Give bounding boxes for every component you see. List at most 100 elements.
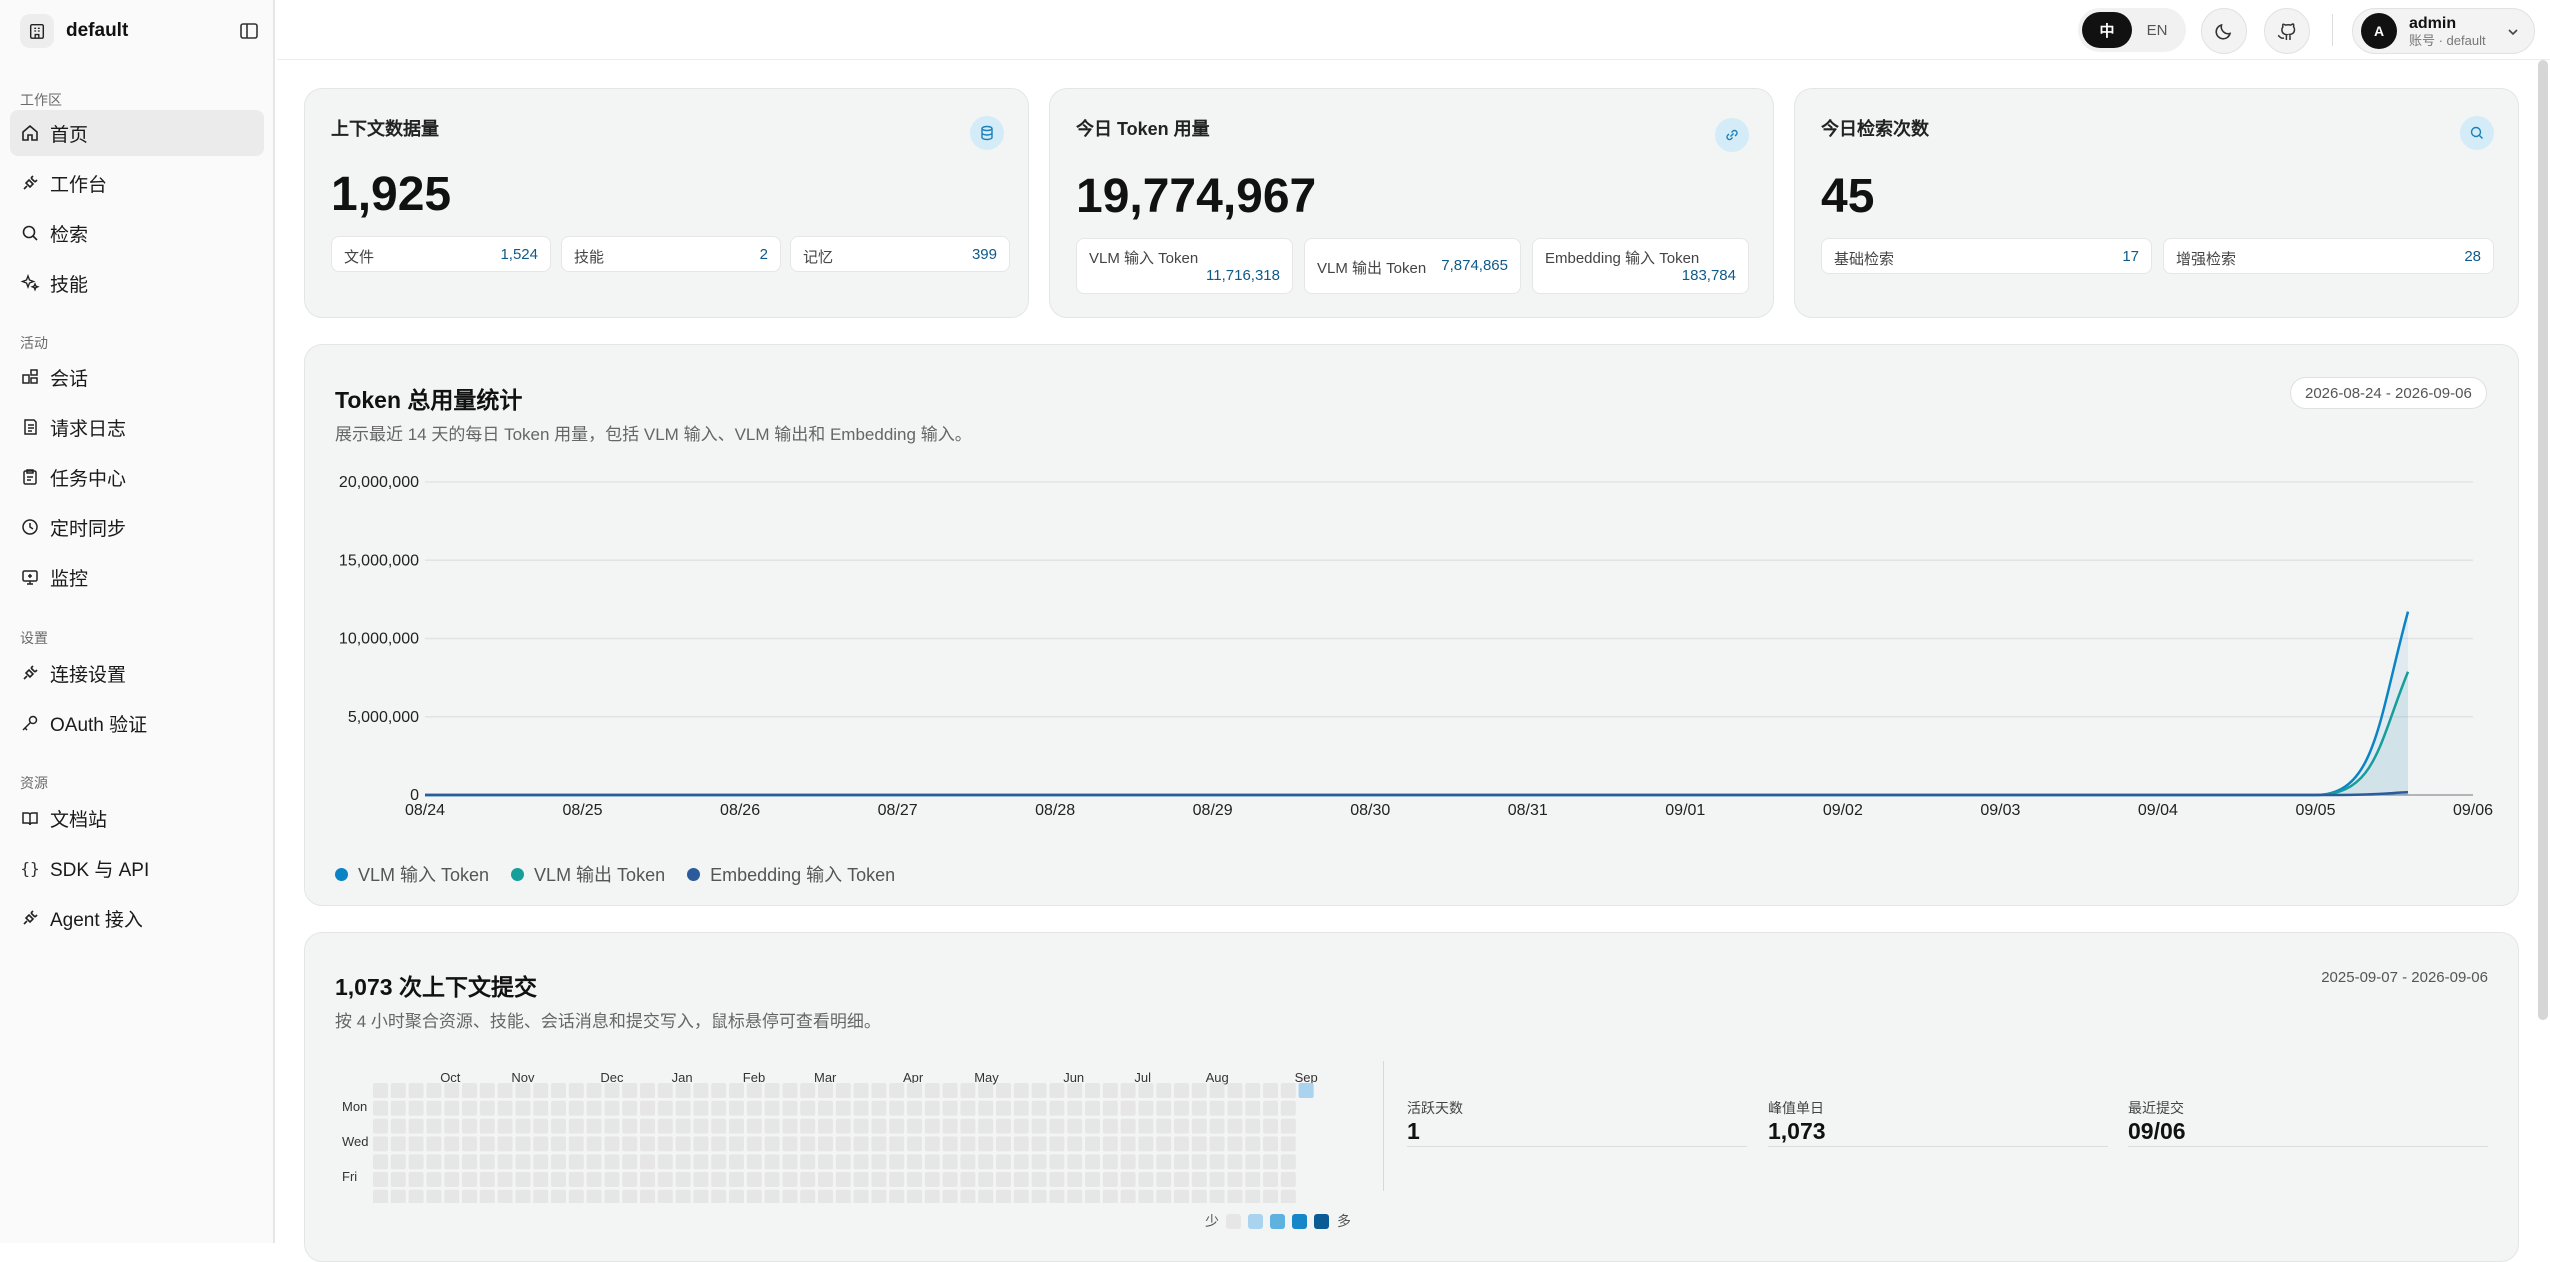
heatmap-cell[interactable]: [462, 1119, 477, 1134]
heatmap-cell[interactable]: [658, 1083, 673, 1098]
heatmap-cell[interactable]: [1227, 1101, 1242, 1116]
heatmap-cell[interactable]: [747, 1101, 762, 1116]
heatmap-cell[interactable]: [1281, 1119, 1296, 1134]
heatmap-cell[interactable]: [729, 1083, 744, 1098]
heatmap-cell[interactable]: [1192, 1154, 1207, 1169]
heatmap-cell[interactable]: [373, 1119, 388, 1134]
heatmap-cell[interactable]: [1049, 1101, 1064, 1116]
heatmap-cell[interactable]: [1210, 1154, 1225, 1169]
heatmap-cell[interactable]: [711, 1083, 726, 1098]
heatmap-cell[interactable]: [462, 1101, 477, 1116]
heatmap-cell[interactable]: [782, 1119, 797, 1134]
sidebar-item-home[interactable]: 首页: [10, 110, 264, 156]
heatmap-cell[interactable]: [729, 1136, 744, 1151]
heatmap-cell[interactable]: [907, 1119, 922, 1134]
sidebar-item-request-log[interactable]: 请求日志: [10, 404, 264, 450]
heatmap-cell[interactable]: [498, 1136, 513, 1151]
heatmap-cell[interactable]: [1032, 1190, 1047, 1203]
heatmap-cell[interactable]: [1014, 1190, 1029, 1203]
heatmap-cell[interactable]: [1138, 1190, 1153, 1203]
heatmap-cell[interactable]: [1032, 1101, 1047, 1116]
heatmap-cell[interactable]: [693, 1172, 708, 1187]
heatmap-cell[interactable]: [587, 1101, 602, 1116]
heatmap-cell[interactable]: [1085, 1154, 1100, 1169]
heatmap-cell[interactable]: [391, 1101, 406, 1116]
heatmap-cell[interactable]: [978, 1190, 993, 1203]
heatmap-cell[interactable]: [1210, 1083, 1225, 1098]
heatmap-cell[interactable]: [1121, 1190, 1136, 1203]
heatmap-cell[interactable]: [533, 1083, 548, 1098]
heatmap-cell[interactable]: [604, 1190, 619, 1203]
heatmap-cell[interactable]: [925, 1101, 940, 1116]
heatmap-cell[interactable]: [373, 1101, 388, 1116]
heatmap-cell[interactable]: [426, 1101, 441, 1116]
heatmap-cell[interactable]: [462, 1083, 477, 1098]
heatmap-cell[interactable]: [1138, 1083, 1153, 1098]
heatmap-cell[interactable]: [533, 1154, 548, 1169]
heatmap-cell[interactable]: [409, 1136, 424, 1151]
heatmap-cell[interactable]: [871, 1119, 886, 1134]
heatmap-cell[interactable]: [800, 1172, 815, 1187]
heatmap-cell[interactable]: [693, 1154, 708, 1169]
heatmap-cell[interactable]: [1174, 1136, 1189, 1151]
heatmap-cell[interactable]: [1067, 1172, 1082, 1187]
heatmap-cell[interactable]: [960, 1154, 975, 1169]
heatmap-cell[interactable]: [676, 1101, 691, 1116]
heatmap-cell[interactable]: [978, 1119, 993, 1134]
heatmap-cell[interactable]: [889, 1172, 904, 1187]
heatmap-cell[interactable]: [676, 1154, 691, 1169]
heatmap-cell[interactable]: [569, 1154, 584, 1169]
heatmap-cell[interactable]: [907, 1136, 922, 1151]
heatmap-cell[interactable]: [996, 1083, 1011, 1098]
heatmap-cell[interactable]: [498, 1119, 513, 1134]
heatmap-cell[interactable]: [551, 1101, 566, 1116]
heatmap-cell[interactable]: [1067, 1190, 1082, 1203]
heatmap-cell[interactable]: [996, 1136, 1011, 1151]
heatmap-cell[interactable]: [426, 1172, 441, 1187]
heatmap-cell[interactable]: [622, 1154, 637, 1169]
heatmap-cell[interactable]: [729, 1154, 744, 1169]
heatmap-cell[interactable]: [818, 1083, 833, 1098]
heatmap-cell[interactable]: [1156, 1190, 1171, 1203]
heatmap-cell[interactable]: [1210, 1101, 1225, 1116]
heatmap-cell[interactable]: [587, 1154, 602, 1169]
heatmap-cell[interactable]: [854, 1154, 869, 1169]
heatmap-cell[interactable]: [765, 1154, 780, 1169]
heatmap-cell[interactable]: [640, 1172, 655, 1187]
heatmap-cell[interactable]: [1281, 1083, 1296, 1098]
sidebar-item-skills[interactable]: 技能: [10, 260, 264, 306]
heatmap-cell[interactable]: [782, 1136, 797, 1151]
heatmap-cell[interactable]: [658, 1190, 673, 1203]
heatmap-cell[interactable]: [640, 1101, 655, 1116]
heatmap-cell[interactable]: [551, 1136, 566, 1151]
heatmap-cell[interactable]: [1085, 1136, 1100, 1151]
heatmap-cell[interactable]: [533, 1190, 548, 1203]
heatmap-cell[interactable]: [426, 1154, 441, 1169]
heatmap-cell[interactable]: [498, 1083, 513, 1098]
heatmap-cell[interactable]: [818, 1101, 833, 1116]
heatmap-cell[interactable]: [426, 1119, 441, 1134]
heatmap-cell[interactable]: [569, 1083, 584, 1098]
sidebar-item-connection-settings[interactable]: 连接设置: [10, 650, 264, 696]
heatmap-cell[interactable]: [1245, 1190, 1260, 1203]
heatmap-cell[interactable]: [765, 1119, 780, 1134]
heatmap-cell[interactable]: [889, 1101, 904, 1116]
heatmap-cell[interactable]: [1067, 1154, 1082, 1169]
heatmap-cell[interactable]: [409, 1172, 424, 1187]
heatmap-cell[interactable]: [871, 1101, 886, 1116]
heatmap-cell[interactable]: [444, 1119, 459, 1134]
heatmap-cell[interactable]: [765, 1136, 780, 1151]
heatmap-cell[interactable]: [907, 1190, 922, 1203]
heatmap-cell[interactable]: [622, 1172, 637, 1187]
heatmap-cell[interactable]: [1014, 1083, 1029, 1098]
heatmap-cell[interactable]: [444, 1101, 459, 1116]
heatmap-cell[interactable]: [426, 1136, 441, 1151]
heatmap-cell[interactable]: [515, 1083, 530, 1098]
heatmap-cell[interactable]: [391, 1172, 406, 1187]
heatmap-cell[interactable]: [676, 1190, 691, 1203]
heatmap-cell[interactable]: [889, 1154, 904, 1169]
heatmap-cell[interactable]: [800, 1154, 815, 1169]
heatmap-cell[interactable]: [854, 1172, 869, 1187]
heatmap-cell[interactable]: [1085, 1190, 1100, 1203]
heatmap-cell[interactable]: [604, 1119, 619, 1134]
